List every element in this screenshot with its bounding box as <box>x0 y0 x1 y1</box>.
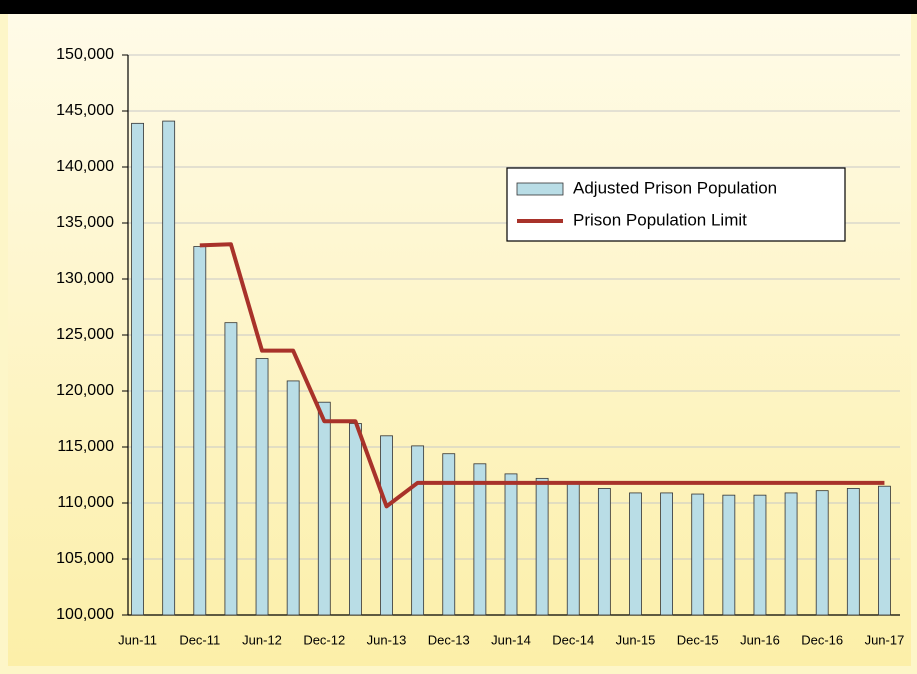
bar <box>722 494 736 616</box>
y-tick-label: 130,000 <box>56 270 114 287</box>
line <box>199 242 885 509</box>
bar <box>162 120 176 616</box>
legend-label: Adjusted Prison Population <box>573 178 777 197</box>
bar <box>504 473 518 616</box>
legend-swatch <box>516 182 564 196</box>
bar <box>255 358 269 616</box>
x-tick-label: Dec-16 <box>801 632 843 647</box>
bar <box>473 463 487 616</box>
x-tick-label: Dec-14 <box>552 632 594 647</box>
x-tick-label: Jun-13 <box>367 632 407 647</box>
x-tick-label: Dec-13 <box>428 632 470 647</box>
bar <box>317 401 331 616</box>
bar <box>878 485 891 616</box>
y-tick-label: 135,000 <box>56 214 114 231</box>
bar <box>348 423 362 616</box>
bar <box>535 477 549 616</box>
bar <box>784 492 798 616</box>
y-tick-label: 150,000 <box>56 46 114 63</box>
legend-label: Prison Population Limit <box>573 210 747 229</box>
bar <box>846 488 860 616</box>
x-tick-label: Jun-17 <box>865 632 905 647</box>
bar <box>193 246 207 616</box>
bar <box>566 482 580 616</box>
y-tick-label: 120,000 <box>56 382 114 399</box>
y-tick-label: 125,000 <box>56 326 114 343</box>
top-bar <box>0 0 917 14</box>
y-tick-label: 100,000 <box>56 606 114 623</box>
x-tick-label: Jun-14 <box>491 632 531 647</box>
y-tick-label: 140,000 <box>56 158 114 175</box>
x-tick-label: Jun-11 <box>118 632 157 647</box>
x-tick-label: Jun-16 <box>740 632 780 647</box>
bar <box>442 453 456 616</box>
bar <box>660 492 673 616</box>
x-tick-label: Dec-11 <box>179 632 220 647</box>
y-tick-label: 115,000 <box>57 438 114 455</box>
bar <box>380 435 393 616</box>
y-tick-label: 145,000 <box>56 102 114 119</box>
bar <box>815 490 829 616</box>
y-tick-label: 110,000 <box>57 494 114 511</box>
bar <box>286 380 300 616</box>
bar <box>597 488 611 616</box>
bar <box>753 494 767 616</box>
bar <box>629 492 642 616</box>
bar <box>411 445 425 616</box>
bar <box>224 322 238 616</box>
x-tick-label: Jun-12 <box>242 632 282 647</box>
bar <box>691 493 705 616</box>
x-tick-label: Dec-12 <box>303 632 345 647</box>
y-tick-label: 105,000 <box>56 550 114 567</box>
x-tick-label: Dec-15 <box>677 632 719 647</box>
x-tick-label: Jun-15 <box>616 632 656 647</box>
legend-box <box>506 167 846 242</box>
bar <box>131 122 144 616</box>
